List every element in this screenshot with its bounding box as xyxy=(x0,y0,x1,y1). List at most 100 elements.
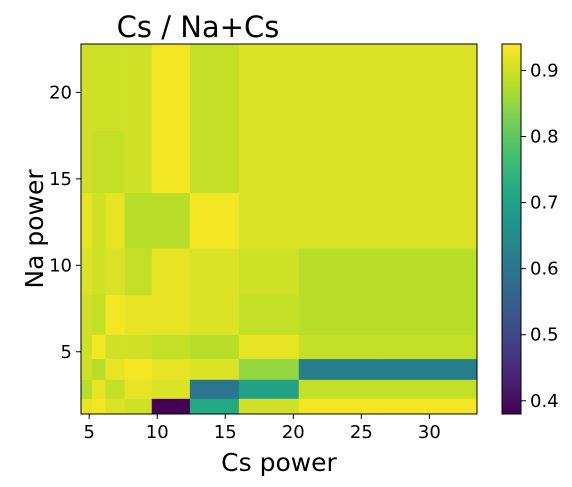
x-tick-label: 30 xyxy=(418,422,441,443)
heatmap-cell xyxy=(105,379,125,399)
heatmap-cell xyxy=(81,248,93,296)
y-axis-label: Na power xyxy=(20,169,49,289)
y-tick-label: 5 xyxy=(61,342,72,363)
heatmap-cell xyxy=(124,358,153,380)
heatmap-cell xyxy=(298,44,384,131)
heatmap-cell xyxy=(298,379,384,399)
heatmap-cells xyxy=(81,44,478,415)
colorbar-tick-label: 0.8 xyxy=(530,127,559,148)
heatmap-cell xyxy=(189,192,240,249)
heatmap-cell xyxy=(91,130,106,194)
heatmap-cell xyxy=(81,130,93,194)
heatmap-cell xyxy=(189,294,240,335)
heatmap-cell xyxy=(238,44,300,131)
heatmap-cell xyxy=(151,334,191,360)
heatmap-cell xyxy=(81,379,93,399)
heatmap-cell xyxy=(383,248,478,296)
heatmap-cell xyxy=(298,192,384,249)
x-axis-label: Cs power xyxy=(221,448,337,477)
heatmap-cell xyxy=(124,334,153,360)
heatmap-cell xyxy=(91,294,106,335)
heatmap-cell xyxy=(91,398,106,415)
heatmap-cell xyxy=(91,358,106,380)
heatmap-cell xyxy=(105,358,125,380)
heatmap-cell xyxy=(151,44,191,131)
heatmap-cell xyxy=(383,44,478,131)
colorbar-tick-label: 0.7 xyxy=(530,193,559,214)
heatmap-cell xyxy=(189,334,240,360)
heatmap-cell xyxy=(105,44,125,131)
heatmap-cell xyxy=(298,334,384,360)
heatmap-cell xyxy=(383,398,478,415)
heatmap-cell xyxy=(151,130,191,194)
heatmap-cell xyxy=(105,398,125,415)
heatmap-cell xyxy=(81,398,93,415)
heatmap-cell xyxy=(151,379,191,399)
heatmap-cell xyxy=(383,379,478,399)
heatmap-cell xyxy=(124,248,153,296)
x-tick-label: 15 xyxy=(214,422,237,443)
y-tick-label: 20 xyxy=(49,82,72,103)
x-tick-label: 20 xyxy=(282,422,305,443)
heatmap-cell xyxy=(298,294,384,335)
y-axis-ticks: 5 10 15 20 xyxy=(49,82,81,363)
x-axis-ticks: 5 10 15 20 25 30 xyxy=(83,414,441,443)
heatmap-cell xyxy=(124,192,153,249)
heatmap-cell xyxy=(124,398,153,415)
heatmap-cell xyxy=(124,130,153,194)
heatmap-cell xyxy=(238,398,300,415)
heatmap-cell xyxy=(383,294,478,335)
heatmap-cell xyxy=(91,379,106,399)
heatmap-cell xyxy=(298,248,384,296)
heatmap-cell xyxy=(124,44,153,131)
heatmap-cell xyxy=(124,294,153,335)
heatmap-cell xyxy=(151,192,191,249)
y-tick-label: 10 xyxy=(49,255,72,276)
chart-title: Cs / Na+Cs xyxy=(117,10,280,44)
heatmap-cell xyxy=(238,130,300,194)
heatmap-cell xyxy=(105,334,125,360)
heatmap-cell xyxy=(105,294,125,335)
heatmap-cell xyxy=(105,130,125,194)
heatmap-cell xyxy=(238,379,300,399)
heatmap-cell xyxy=(105,192,125,249)
heatmap-cell xyxy=(151,294,191,335)
y-tick-label: 15 xyxy=(49,169,72,190)
heatmap-cell xyxy=(81,44,93,131)
heatmap-cell xyxy=(383,130,478,194)
heatmap-cell xyxy=(189,398,240,415)
heatmap-cell xyxy=(91,248,106,296)
heatmap-cell xyxy=(383,192,478,249)
heatmap-cell xyxy=(238,334,300,360)
heatmap-cell xyxy=(383,334,478,360)
heatmap-cell xyxy=(238,248,300,296)
heatmap-cell xyxy=(298,398,384,415)
heatmap-cell xyxy=(81,294,93,335)
heatmap-cell xyxy=(238,294,300,335)
heatmap-cell xyxy=(189,248,240,296)
heatmap-cell xyxy=(298,130,384,194)
heatmap-cell xyxy=(189,130,240,194)
heatmap-cell xyxy=(105,248,125,296)
heatmap-cell xyxy=(189,44,240,131)
plot-frame xyxy=(80,43,478,415)
colorbar-tick-label: 0.6 xyxy=(530,259,559,280)
heatmap-cell xyxy=(151,358,191,380)
x-tick-label: 10 xyxy=(146,422,169,443)
heatmap-cell xyxy=(189,358,240,380)
colorbar-tick-label: 0.5 xyxy=(530,325,559,346)
heatmap-cell xyxy=(298,358,384,380)
heatmap-cell xyxy=(91,192,106,249)
x-tick-label: 25 xyxy=(350,422,373,443)
colorbar-ticks: 0.4 0.5 0.6 0.7 0.8 0.9 xyxy=(521,60,559,412)
heatmap-cell xyxy=(81,192,93,249)
heatmap-cell xyxy=(238,192,300,249)
x-tick-label: 5 xyxy=(83,422,94,443)
heatmap-cell xyxy=(91,44,106,131)
heatmap-cell xyxy=(81,358,93,380)
heatmap-cell xyxy=(151,248,191,296)
colorbar-tick-label: 0.4 xyxy=(530,391,559,412)
heatmap-cell xyxy=(91,334,106,360)
heatmap-cell xyxy=(81,334,93,360)
